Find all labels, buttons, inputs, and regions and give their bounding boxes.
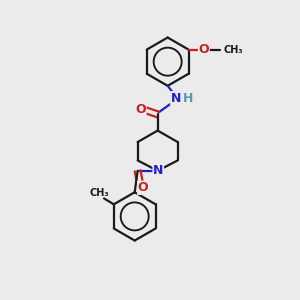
Text: O: O — [199, 43, 209, 56]
Text: CH₃: CH₃ — [223, 45, 243, 55]
Text: H: H — [183, 92, 194, 105]
Text: O: O — [138, 181, 148, 194]
Text: N: N — [171, 92, 181, 105]
Text: N: N — [153, 164, 164, 177]
Text: O: O — [135, 103, 146, 116]
Text: CH₃: CH₃ — [89, 188, 109, 198]
